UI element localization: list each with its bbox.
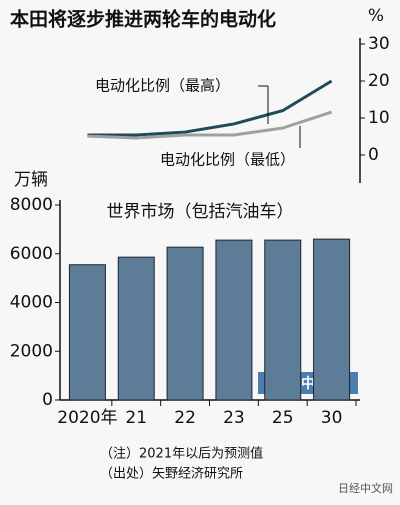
x-tick-label: 2020年 — [57, 408, 117, 428]
y-tick-label: 4000 — [10, 293, 53, 313]
chart-title: 本田将逐步推进两轮车的电动化 — [10, 8, 276, 31]
y-tick-label: 8000 — [10, 195, 53, 215]
bar — [264, 239, 302, 401]
y-tick-label: 10 — [368, 108, 390, 128]
bar — [117, 256, 155, 401]
y-tick-label: 0 — [368, 145, 379, 165]
x-tick-label: 25 — [272, 408, 294, 428]
note: （注）2021年以后为预测值 — [100, 446, 263, 462]
series-label: 电动化比例（最高） — [95, 77, 230, 95]
series-label: 电动化比例（最低） — [160, 151, 295, 169]
y-unit: % — [368, 6, 384, 26]
subtitle: 世界市场（包括汽油车） — [107, 202, 294, 222]
y-tick-label: 20 — [368, 71, 390, 91]
y-tick-label: 0 — [42, 390, 53, 410]
bar — [313, 238, 351, 401]
y-unit: 万辆 — [14, 170, 48, 190]
source: （出处）矢野经济研究所 — [100, 467, 243, 482]
bar — [215, 239, 253, 401]
line-series — [87, 110, 333, 140]
x-tick-label: 22 — [174, 408, 196, 428]
y-tick-label: 6000 — [10, 244, 53, 264]
x-tick-label: 21 — [125, 408, 147, 428]
bar — [68, 264, 106, 401]
y-tick-label: 2000 — [10, 341, 53, 361]
y-tick-label: 30 — [368, 34, 390, 54]
x-tick-label: 30 — [321, 408, 343, 428]
watermark: 日经中文网 — [338, 481, 393, 495]
x-tick-label: 23 — [223, 408, 245, 428]
line-series — [87, 79, 333, 137]
bar — [166, 246, 204, 401]
